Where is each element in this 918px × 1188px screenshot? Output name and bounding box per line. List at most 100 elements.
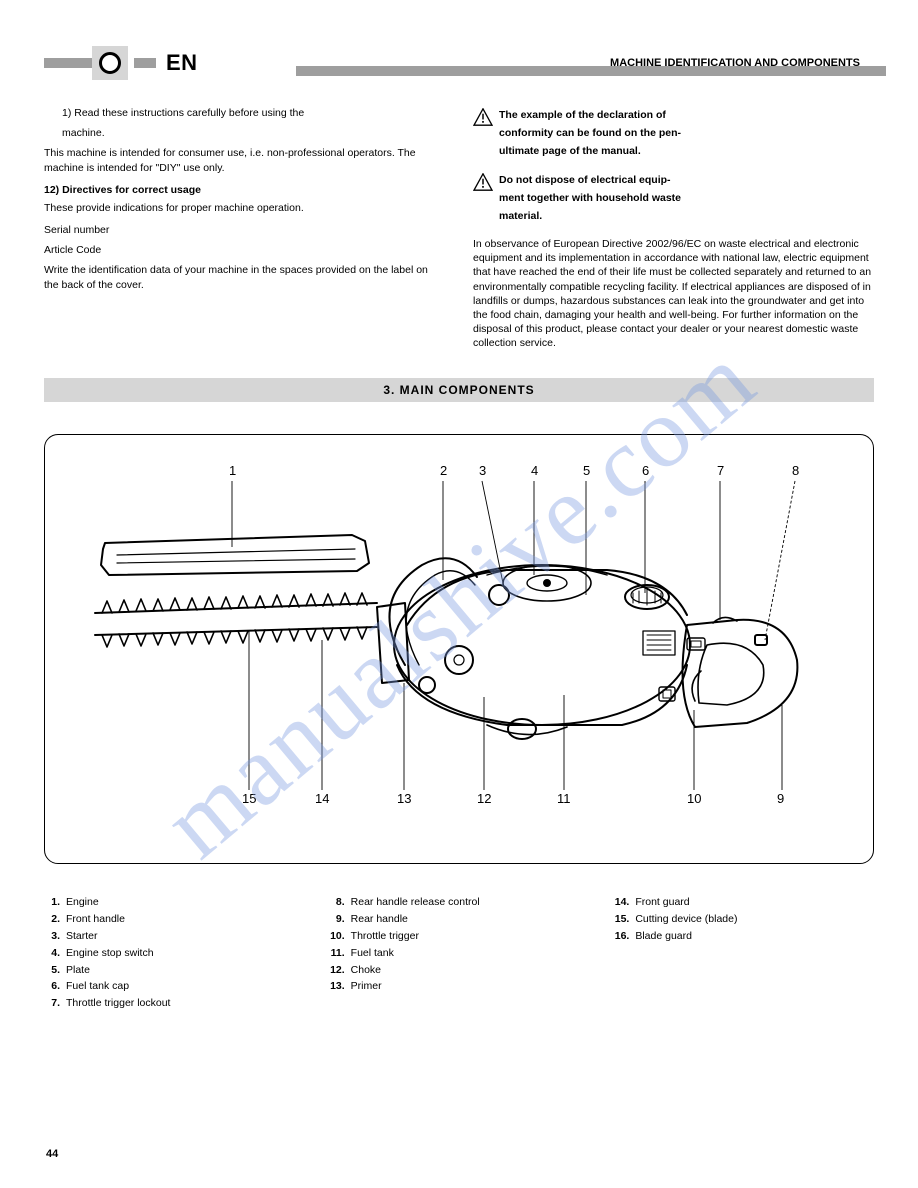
- warn1-l3: ultimate page of the manual.: [499, 144, 874, 158]
- callout-13: 13: [397, 791, 411, 806]
- header-right: MACHINE IDENTIFICATION AND COMPONENTS: [198, 57, 874, 69]
- legend-label: Front handle: [66, 911, 305, 928]
- warning-2-text: Do not dispose of electrical equip- ment…: [499, 173, 874, 228]
- left-para-1: This machine is intended for consumer us…: [44, 146, 445, 174]
- legend-col-1: 1.Engine2.Front handle3.Starter4.Engine …: [44, 894, 305, 1012]
- callout-3: 3: [479, 463, 486, 478]
- logo-block: [92, 46, 128, 80]
- intro-line-1: 1) Read these instructions carefully bef…: [62, 106, 445, 120]
- legend-label: Front guard: [635, 894, 874, 911]
- legend-label: Fuel tank cap: [66, 978, 305, 995]
- section-3-title: 3. MAIN COMPONENTS: [44, 383, 874, 397]
- legend-number: 4.: [44, 945, 66, 962]
- logo-circle-icon: [99, 52, 121, 74]
- warning-1-text: The example of the declaration of confor…: [499, 108, 874, 163]
- left-para-3: Write the identification data of your ma…: [44, 263, 445, 291]
- section-3-bar: 3. MAIN COMPONENTS: [44, 378, 874, 402]
- left-para-2: These provide indications for proper mac…: [44, 201, 445, 215]
- legend-number: 12.: [329, 962, 351, 979]
- callout-11: 11: [557, 791, 571, 806]
- legend-row: 7.Throttle trigger lockout: [44, 995, 305, 1012]
- warning-triangle-icon: [473, 173, 493, 191]
- warn2-l2: ment together with household waste: [499, 191, 874, 205]
- legend-number: 14.: [613, 894, 635, 911]
- legend-row: 1.Engine: [44, 894, 305, 911]
- components-diagram-svg: 1 2 3 4 5 6 7 8 15 14 13 12 11 10: [45, 435, 873, 863]
- legend-number: 9.: [329, 911, 351, 928]
- legend-row: 15.Cutting device (blade): [613, 911, 874, 928]
- header-bar-left: [44, 58, 94, 68]
- warn2-l3: material.: [499, 209, 874, 223]
- language-code: EN: [166, 50, 198, 76]
- legend-row: 14.Front guard: [613, 894, 874, 911]
- header-logo-block: EN: [44, 46, 198, 80]
- label-code: Article Code: [44, 243, 445, 257]
- legend-label: Throttle trigger lockout: [66, 995, 305, 1012]
- warning-triangle-icon: [473, 108, 493, 126]
- intro-columns: 1) Read these instructions carefully bef…: [44, 106, 874, 356]
- legend-row: 8.Rear handle release control: [329, 894, 590, 911]
- right-para-1: In observance of European Directive 2002…: [473, 237, 874, 350]
- legend-number: 13.: [329, 978, 351, 995]
- intro-line-2: machine.: [62, 126, 445, 140]
- intro-col-left: 1) Read these instructions carefully bef…: [44, 106, 445, 356]
- legend-row: 12.Choke: [329, 962, 590, 979]
- callout-5: 5: [583, 463, 590, 478]
- legend-label: Starter: [66, 928, 305, 945]
- heading-12: 12) Directives for correct usage: [44, 183, 445, 197]
- callout-1: 1: [229, 463, 236, 478]
- legend-row: 6.Fuel tank cap: [44, 978, 305, 995]
- callout-12: 12: [477, 791, 491, 806]
- callout-9: 9: [777, 791, 784, 806]
- legend: 1.Engine2.Front handle3.Starter4.Engine …: [44, 894, 874, 1012]
- callout-4: 4: [531, 463, 538, 478]
- legend-label: Throttle trigger: [351, 928, 590, 945]
- legend-number: 16.: [613, 928, 635, 945]
- legend-number: 15.: [613, 911, 635, 928]
- legend-row: 2.Front handle: [44, 911, 305, 928]
- legend-number: 10.: [329, 928, 351, 945]
- callout-15: 15: [242, 791, 256, 806]
- legend-row: 16.Blade guard: [613, 928, 874, 945]
- legend-label: Engine: [66, 894, 305, 911]
- legend-label: Choke: [351, 962, 590, 979]
- legend-row: 4.Engine stop switch: [44, 945, 305, 962]
- page-title: MACHINE IDENTIFICATION AND COMPONENTS: [610, 57, 860, 69]
- legend-number: 6.: [44, 978, 66, 995]
- legend-number: 2.: [44, 911, 66, 928]
- legend-number: 1.: [44, 894, 66, 911]
- legend-row: 5.Plate: [44, 962, 305, 979]
- legend-number: 7.: [44, 995, 66, 1012]
- legend-row: 9.Rear handle: [329, 911, 590, 928]
- warn2-l1: Do not dispose of electrical equip-: [499, 173, 874, 187]
- legend-row: 11.Fuel tank: [329, 945, 590, 962]
- legend-label: Plate: [66, 962, 305, 979]
- legend-label: Primer: [351, 978, 590, 995]
- page-number: 44: [46, 1148, 58, 1160]
- label-serial: Serial number: [44, 223, 445, 237]
- legend-row: 10.Throttle trigger: [329, 928, 590, 945]
- legend-label: Engine stop switch: [66, 945, 305, 962]
- callout-7: 7: [717, 463, 724, 478]
- callout-14: 14: [315, 791, 329, 806]
- legend-number: 5.: [44, 962, 66, 979]
- legend-number: 8.: [329, 894, 351, 911]
- warn1-l1: The example of the declaration of: [499, 108, 874, 122]
- warning-block-1: The example of the declaration of confor…: [473, 108, 874, 163]
- warn1-l2: conformity can be found on the pen-: [499, 126, 874, 140]
- header-bar-short: [134, 58, 156, 68]
- legend-label: Cutting device (blade): [635, 911, 874, 928]
- components-figure: 1 2 3 4 5 6 7 8 15 14 13 12 11 10: [44, 434, 874, 864]
- legend-label: Rear handle: [351, 911, 590, 928]
- callout-10: 10: [687, 791, 701, 806]
- warning-block-2: Do not dispose of electrical equip- ment…: [473, 173, 874, 228]
- legend-col-2: 8.Rear handle release control9.Rear hand…: [329, 894, 590, 1012]
- intro-col-right: The example of the declaration of confor…: [473, 106, 874, 356]
- legend-row: 13.Primer: [329, 978, 590, 995]
- callout-6: 6: [642, 463, 649, 478]
- callout-2: 2: [440, 463, 447, 478]
- legend-number: 11.: [329, 945, 351, 962]
- legend-row: 3.Starter: [44, 928, 305, 945]
- legend-label: Fuel tank: [351, 945, 590, 962]
- legend-number: 3.: [44, 928, 66, 945]
